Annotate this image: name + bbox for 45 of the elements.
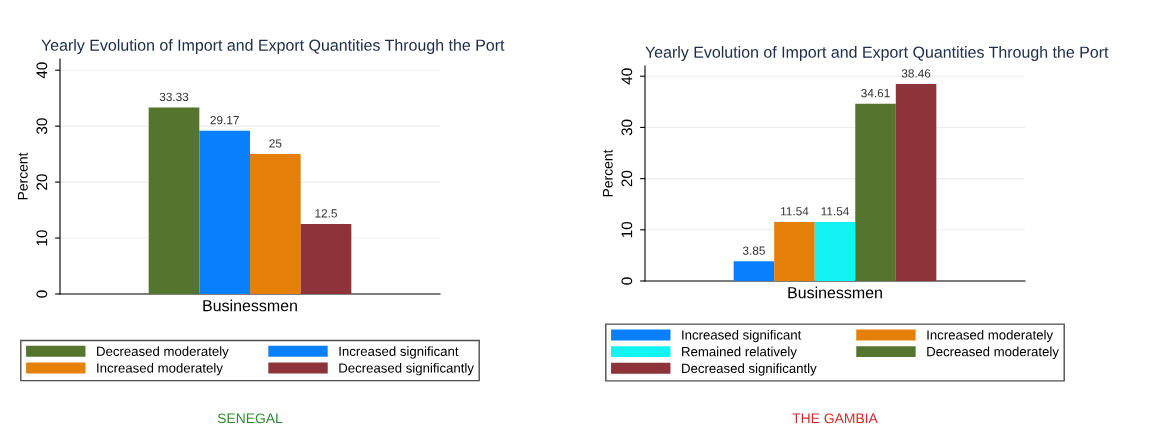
legend-label: Decreased moderately — [927, 346, 1059, 359]
data-label: 34.61 — [861, 88, 890, 98]
legend-label: Decreased significantly — [682, 363, 817, 376]
y-tick-label: 0 — [36, 290, 48, 298]
bar — [774, 221, 815, 281]
y-tick-label: 30 — [621, 119, 633, 136]
bar — [895, 84, 937, 281]
bar — [814, 221, 856, 281]
legend-label: Increased moderately — [927, 329, 1054, 343]
data-label: 3.85 — [742, 246, 765, 255]
y-axis-title: Percent — [603, 149, 613, 197]
bar — [148, 107, 200, 294]
data-label: 11.54 — [781, 207, 809, 216]
chart-title: Yearly Evolution of Import and Export Quantities Through the Port — [645, 46, 1109, 61]
legend-label: Increased significant — [339, 346, 459, 359]
data-label: 25 — [269, 139, 282, 148]
text: SENEGAL — [217, 413, 283, 424]
y-axis-title: Percent — [18, 152, 28, 200]
y-tick-label: 30 — [36, 118, 48, 135]
y-tick-label: 10 — [36, 230, 48, 246]
bar — [199, 130, 250, 294]
text: THE GAMBIA — [792, 413, 878, 424]
data-label: 29.17 — [210, 115, 239, 125]
data-label: 12.5 — [315, 209, 337, 218]
legend-label: Increased moderately — [97, 363, 223, 376]
x-axis-title: Businessmen — [203, 299, 297, 312]
data-label: 33.33 — [159, 92, 189, 102]
legend-label: Increased significant — [682, 329, 802, 343]
bar — [300, 224, 352, 294]
bar — [733, 261, 775, 281]
y-tick-label: 40 — [621, 68, 633, 85]
legend-label: Remained relatively — [682, 346, 797, 359]
x-axis-title: Businessmen — [788, 286, 882, 299]
legend-label: Decreased moderately — [97, 346, 229, 359]
bar — [250, 154, 301, 294]
y-tick-label: 40 — [36, 62, 48, 79]
data-label: 11.54 — [821, 207, 849, 216]
data-label: 38.46 — [901, 69, 931, 78]
bar — [855, 103, 896, 281]
y-tick-label: 20 — [36, 174, 48, 190]
y-tick-label: 10 — [621, 221, 633, 238]
y-tick-label: 20 — [621, 170, 633, 187]
chart-title: Yearly Evolution of Import and Export Quantities Through the Port — [41, 39, 505, 54]
y-tick-label: 0 — [621, 277, 633, 285]
legend-label: Decreased significantly — [339, 363, 474, 376]
